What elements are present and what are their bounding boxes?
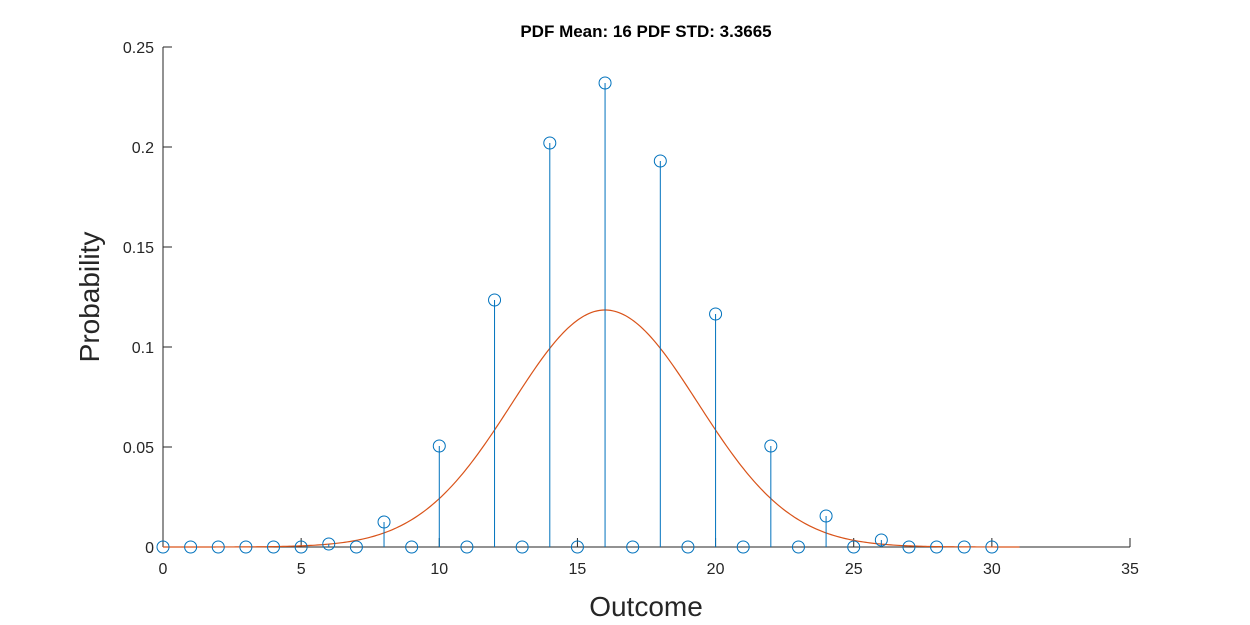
y-tick-label: 0.1 bbox=[132, 340, 154, 357]
stem-marker bbox=[764, 439, 778, 453]
x-tick-label: 30 bbox=[983, 561, 1001, 578]
x-tick-label: 20 bbox=[707, 561, 725, 578]
y-tick-label: 0.05 bbox=[123, 440, 154, 457]
stem-marker bbox=[709, 307, 723, 321]
stem-marker bbox=[930, 540, 944, 554]
stem-marker bbox=[847, 540, 861, 554]
stem-marker bbox=[156, 540, 170, 554]
stem-marker bbox=[874, 533, 888, 547]
stem-marker bbox=[902, 540, 916, 554]
stem-marker bbox=[957, 540, 971, 554]
y-axis-ticks: 0 0.05 0.1 0.15 0.2 0.25 bbox=[123, 40, 172, 557]
stem-marker bbox=[488, 293, 502, 307]
stem-marker bbox=[432, 439, 446, 453]
stem-marker bbox=[653, 154, 667, 168]
stem-marker bbox=[819, 509, 833, 523]
stem-marker bbox=[239, 540, 253, 554]
stem-marker bbox=[598, 76, 612, 90]
stem-marker bbox=[570, 540, 584, 554]
stem-marker bbox=[626, 540, 640, 554]
stem-marker bbox=[985, 540, 999, 554]
stem-marker bbox=[267, 540, 281, 554]
stem-marker bbox=[791, 540, 805, 554]
y-tick-label: 0.15 bbox=[123, 240, 154, 257]
y-axis-label: Probability bbox=[74, 232, 105, 363]
stem-marker bbox=[349, 540, 363, 554]
x-tick-label: 35 bbox=[1121, 561, 1139, 578]
stem-marker bbox=[543, 136, 557, 150]
x-tick-label: 15 bbox=[569, 561, 587, 578]
y-tick-label: 0.2 bbox=[132, 140, 154, 157]
chart-title: PDF Mean: 16 PDF STD: 3.3665 bbox=[520, 22, 771, 41]
plot-area: 0 5 10 15 20 25 30 35 0 0.05 0.1 0.15 0.2 0.25 bbox=[123, 40, 1139, 578]
stem-marker bbox=[294, 540, 308, 554]
stem-marker bbox=[515, 540, 529, 554]
x-tick-label: 0 bbox=[159, 561, 168, 578]
y-tick-label: 0.25 bbox=[123, 40, 154, 57]
stem-marker bbox=[211, 540, 225, 554]
y-tick-label: 0 bbox=[145, 540, 154, 557]
stem-marker bbox=[377, 515, 391, 529]
stem-marker bbox=[322, 537, 336, 551]
x-tick-label: 5 bbox=[297, 561, 306, 578]
stem-marker bbox=[736, 540, 750, 554]
stem-marker bbox=[460, 540, 474, 554]
stem-marker bbox=[681, 540, 695, 554]
x-axis-ticks: 0 5 10 15 20 25 30 35 bbox=[159, 538, 1139, 578]
x-tick-label: 25 bbox=[845, 561, 863, 578]
x-tick-label: 10 bbox=[430, 561, 448, 578]
stem-series bbox=[156, 76, 999, 554]
stem-marker bbox=[184, 540, 198, 554]
stem-marker bbox=[405, 540, 419, 554]
x-axis-label: Outcome bbox=[589, 591, 703, 622]
